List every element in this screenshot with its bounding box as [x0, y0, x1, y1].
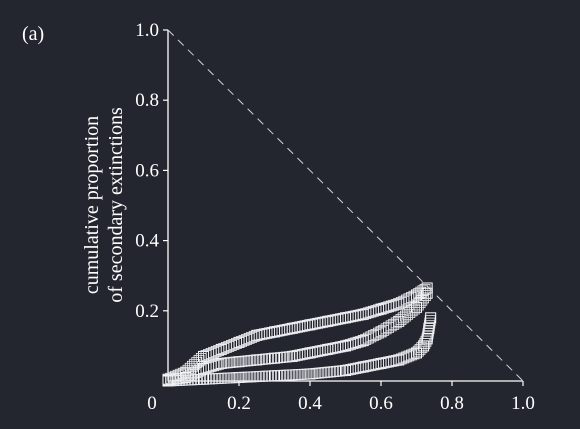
x-tick-label: 0.8 — [440, 393, 464, 414]
y-tick-label: 0.6 — [135, 160, 159, 181]
data-point-fill — [406, 349, 417, 361]
y-tick-label: 0.8 — [135, 90, 159, 111]
y-axis-title-line: cumulative proportion — [81, 116, 103, 294]
panel-label: (a) — [22, 23, 44, 45]
tick-labels: 0 0.2 0.4 0.6 0.8 1.0 0.2 0.4 0.6 0.8 1.0 — [135, 20, 535, 414]
x-tick-label: 0.4 — [298, 393, 322, 414]
data-point-fill — [266, 370, 277, 382]
data-point-fill — [419, 290, 431, 301]
data-point-fill — [230, 356, 242, 368]
data-point-fill — [408, 348, 420, 360]
x-tick-label: 0.6 — [369, 393, 393, 414]
x-tick-label: 0.2 — [227, 393, 251, 414]
data-point-fill — [337, 365, 348, 377]
data-point-fill — [419, 283, 431, 295]
x-tick-label: 1.0 — [511, 393, 535, 414]
data-point-fill — [283, 351, 295, 363]
y-tick-label: 1.0 — [135, 20, 159, 41]
data-point-fill — [422, 328, 434, 340]
data-point-fill — [406, 305, 418, 317]
data-point-fill — [424, 315, 436, 326]
y-axis-title: cumulative proportion of secondary extinc… — [81, 107, 127, 303]
series-3 — [162, 312, 437, 387]
data-point-fill — [210, 359, 222, 371]
y-axis-title-line: of secondary extinctions — [105, 107, 127, 303]
data-point-fill — [184, 362, 196, 374]
reference-diagonal — [167, 29, 524, 382]
data-marks — [162, 282, 437, 387]
data-point-fill — [248, 354, 260, 366]
x-tick-label: 0 — [147, 393, 157, 414]
data-point-fill — [408, 303, 420, 315]
data-point-fill — [418, 292, 430, 304]
data-point-fill — [213, 358, 225, 370]
y-tick-label: 0.2 — [135, 301, 159, 322]
data-point-fill — [301, 368, 313, 380]
y-tick-label: 0.4 — [135, 231, 159, 252]
data-point-fill — [412, 345, 424, 357]
data-point-fill — [424, 317, 436, 329]
data-point-fill — [195, 373, 206, 385]
axes — [163, 29, 524, 386]
data-point-fill — [404, 307, 416, 318]
reference-line — [167, 29, 524, 382]
data-point-fill — [230, 372, 242, 384]
data-point-fill — [266, 353, 277, 364]
data-point-fill — [370, 328, 382, 340]
data-point-fill — [189, 358, 201, 370]
data-point-fill — [416, 342, 428, 354]
